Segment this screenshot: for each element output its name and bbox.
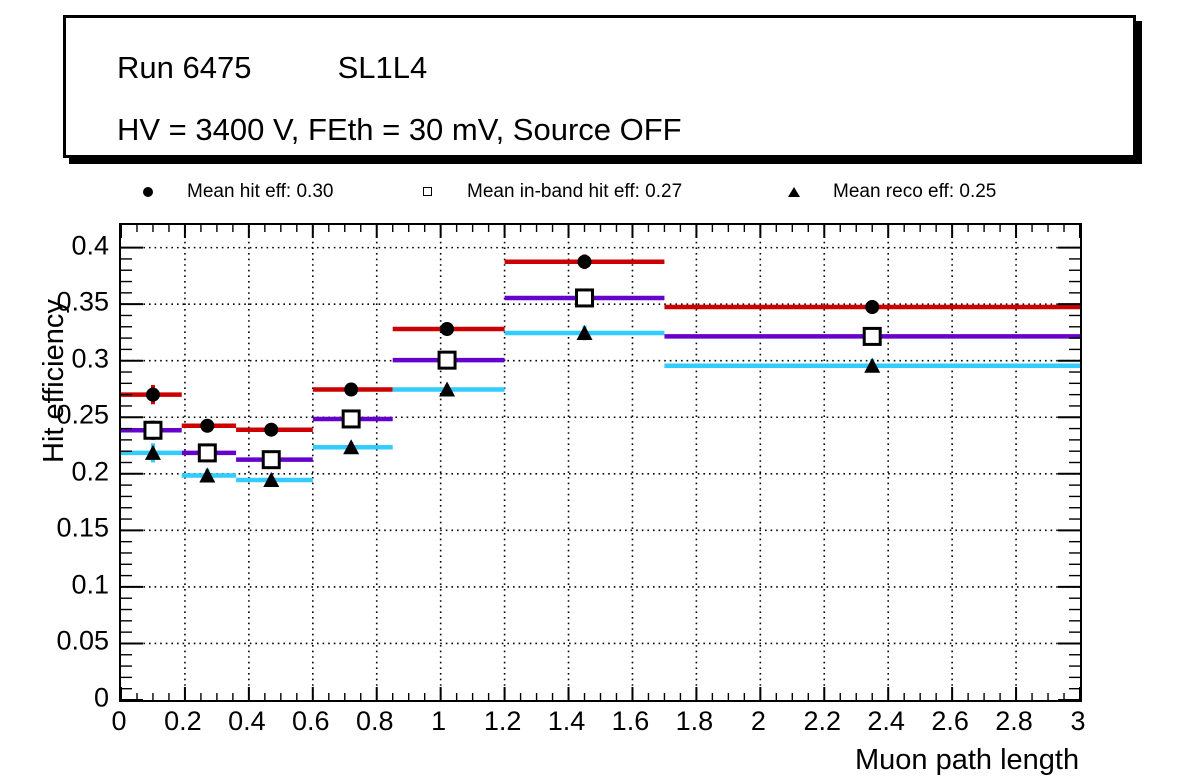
gridlines [121, 225, 1080, 700]
y-tick-label: 0.35 [56, 286, 109, 317]
legend-item-hit-eff: Mean hit eff: 0.30 [137, 178, 333, 206]
legend-item-inband-hit-eff: Mean in-band hit eff: 0.27 [417, 178, 682, 206]
y-tick-label: 0.15 [56, 512, 109, 543]
data-point-inband_hit_eff [504, 288, 665, 308]
data-point-inband_hit_eff [236, 450, 313, 470]
data-point-hit_eff [312, 382, 393, 397]
data-point-inband_hit_eff [121, 420, 182, 440]
legend-label-hit-eff: Mean hit eff: 0.30 [187, 181, 334, 202]
data-point-hit_eff [504, 254, 665, 270]
x-tick-label: 2 [750, 706, 766, 736]
x-tick-label: 1.2 [483, 706, 522, 736]
data-point-inband_hit_eff [664, 326, 1080, 346]
title-line-run-info: Run 6475 SL1L4 [117, 50, 428, 85]
data-point-hit_eff [664, 299, 1080, 314]
filled-circle-marker-icon [137, 181, 159, 203]
x-tick-label: 2.8 [995, 706, 1033, 736]
axis-ticks [120, 225, 1081, 701]
x-tick-label: 0 [111, 706, 127, 736]
x-tick-label: 2.2 [803, 706, 842, 736]
x-tick-label: 0.8 [355, 706, 394, 736]
data-point-inband_hit_eff [312, 409, 393, 429]
x-tick-label: 1.4 [547, 706, 586, 736]
data-point-reco_eff [312, 439, 393, 455]
chart-legend: Mean hit eff: 0.30 Mean in-band hit eff:… [115, 170, 1017, 215]
data-series-layer [121, 254, 1080, 488]
x-tick-label: 2.6 [931, 706, 969, 736]
y-axis-title: Hit efficiency [38, 299, 70, 463]
filled-triangle-marker-icon [783, 181, 805, 203]
y-tick-label: 0 [93, 682, 109, 713]
data-point-reco_eff [504, 325, 665, 341]
y-tick-label: 0.25 [56, 399, 109, 430]
data-point-inband_hit_eff [392, 350, 505, 370]
data-point-inband_hit_eff [181, 443, 237, 463]
y-tick-label: 0.2 [71, 456, 109, 487]
legend-item-reco-eff: Mean reco eff: 0.25 [783, 178, 996, 206]
x-tick-label: 1.8 [675, 706, 714, 736]
y-tick-label: 0.4 [71, 230, 109, 261]
x-tick-label: 1.6 [611, 706, 650, 736]
y-tick-label: 0.05 [56, 625, 109, 656]
legend-label-inband-hit-eff: Mean in-band hit eff: 0.27 [467, 181, 683, 202]
x-tick-label: 1 [431, 706, 447, 736]
data-point-hit_eff [392, 322, 505, 337]
plot-frame [119, 223, 1082, 702]
open-square-marker-icon [417, 181, 439, 203]
data-point-reco_eff [664, 357, 1080, 373]
x-tick-label: 0.4 [228, 706, 266, 736]
data-point-hit_eff [181, 418, 237, 433]
plot-area [120, 225, 1081, 701]
y-tick-label: 0.3 [71, 343, 109, 374]
data-point-reco_eff [181, 467, 237, 483]
x-tick-label: 0.6 [292, 706, 330, 736]
data-point-reco_eff [121, 443, 182, 463]
x-axis-title: Muon path length [855, 744, 1080, 776]
x-tick-label: 3 [1070, 706, 1086, 736]
data-point-reco_eff [392, 381, 505, 397]
data-point-reco_eff [236, 472, 313, 488]
title-box: Run 6475 SL1L4 HV = 3400 V, FEth = 30 mV… [63, 15, 1136, 158]
x-tick-label: 2.4 [867, 706, 905, 736]
legend-label-reco-eff: Mean reco eff: 0.25 [833, 181, 997, 202]
data-point-hit_eff [236, 422, 313, 437]
title-line-settings: HV = 3400 V, FEth = 30 mV, Source OFF [117, 112, 682, 147]
x-tick-label: 0.2 [164, 706, 202, 736]
y-tick-label: 0.1 [71, 569, 109, 600]
